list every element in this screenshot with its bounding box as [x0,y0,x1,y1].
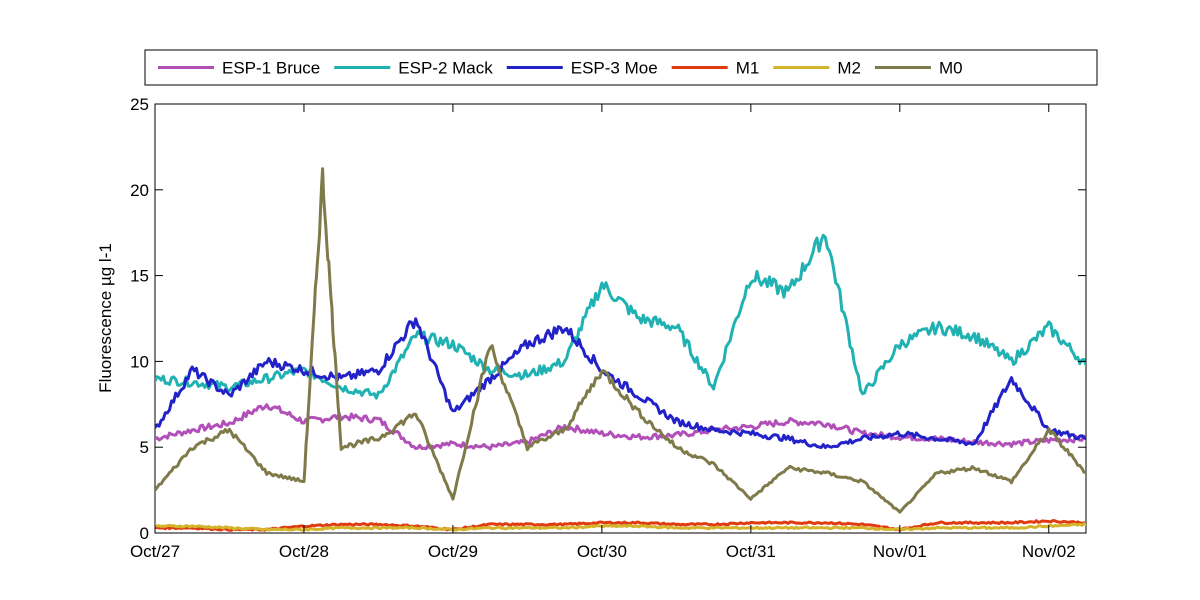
series-line-m1 [155,519,1086,532]
x-tick-label: Oct/29 [428,542,478,561]
ticks-layer: 0 5 10 15 20 25 Oct/27 Oct/28 Oct/29 Oct/30 Oct/31… [130,95,1086,561]
y-tick-label: 15 [130,267,149,286]
series-layer [155,167,1086,532]
y-tick-label: 25 [130,95,149,114]
x-tick-label: Nov/02 [1022,542,1076,561]
y-tick-label: 20 [130,181,149,200]
y-axis-title: Fluorescence µg l-1 [96,243,115,393]
legend-label: ESP-1 Bruce [222,59,320,78]
legend-label: M1 [736,59,760,78]
legend: ESP-1 Bruce ESP-2 Mack ESP-3 Moe M1 M2 M0 [144,49,1098,86]
legend-label: M0 [939,59,963,78]
legend-label: ESP-3 Moe [571,59,658,78]
legend-box [144,49,1098,86]
y-tick-label: 10 [130,352,149,371]
x-tick-label: Oct/28 [279,542,329,561]
x-tick-label: Oct/27 [130,542,180,561]
x-tick-label: Oct/30 [577,542,627,561]
series-line-m2 [155,522,1086,532]
y-tick-label: 0 [140,524,149,543]
x-tick-label: Oct/31 [726,542,776,561]
plot-area [154,103,1087,534]
legend-label: ESP-2 Mack [398,59,493,78]
y-tick-label: 5 [140,438,149,457]
x-tick-label: Nov/01 [873,542,927,561]
series-line-m0 [155,167,1086,514]
legend-label: M2 [837,59,861,78]
